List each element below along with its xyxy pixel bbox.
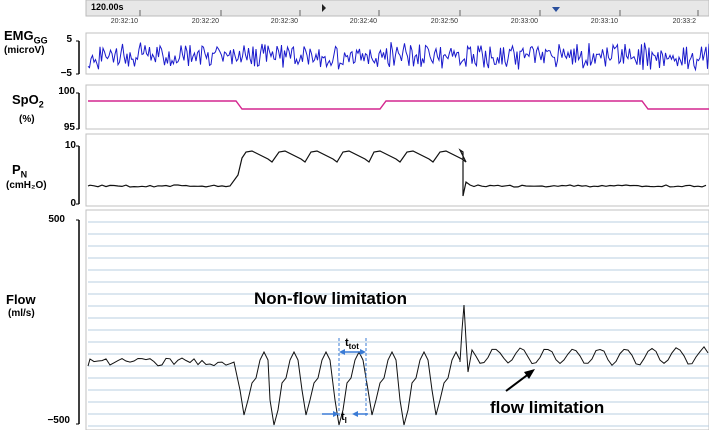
emg-panel <box>85 32 709 75</box>
emg-tick-top: 5 <box>66 34 72 45</box>
spo2-panel <box>85 84 709 130</box>
flow-tick-bottom: −500 <box>47 415 70 426</box>
y-axes <box>76 40 80 425</box>
spo2-tick-top: 100 <box>58 86 75 97</box>
emg-label: EMGGG <box>4 28 48 46</box>
ttot-arrowhead-left <box>339 349 345 355</box>
time-tick-label: 20:32:50 <box>431 18 458 25</box>
ttot-label: ttot <box>345 337 359 351</box>
time-ticks: 20:32:10 20:32:20 20:32:30 20:32:40 20:32:50… <box>111 10 699 25</box>
time-toolbar[interactable] <box>85 0 709 17</box>
ttot-arrowhead-right <box>360 349 366 355</box>
time-tick-label: 20:33:10 <box>591 18 618 25</box>
spo2-tick-bottom: 95 <box>63 122 75 133</box>
emg-name: EMG <box>4 28 34 43</box>
ti-sub: I <box>344 416 347 426</box>
flow-limitation-label: flow limitation <box>490 398 605 417</box>
flow-tick-top: 500 <box>48 214 65 225</box>
emg-tick-bottom: −5 <box>60 68 72 79</box>
time-tick-label: 20:32:20 <box>192 18 219 25</box>
cursor-marker-icon[interactable] <box>552 7 560 12</box>
spo2-name: SpO <box>12 92 39 107</box>
pn-unit: (cmH₂O) <box>6 180 47 191</box>
spo2-label: SpO2 <box>12 92 44 110</box>
flow-panel <box>85 209 709 430</box>
flow-unit: (ml/s) <box>8 308 35 319</box>
time-tick-label: 20:33:00 <box>511 18 538 25</box>
pn-trace <box>87 148 707 197</box>
pn-panel <box>85 133 709 207</box>
time-tick-label: 20:32:40 <box>350 18 377 25</box>
annotation-marks <box>322 338 535 418</box>
spo2-trace <box>88 100 709 110</box>
ti-arrowhead-left <box>333 411 339 417</box>
emg-sub: GG <box>33 35 48 46</box>
non-flow-limitation-label: Non-flow limitation <box>254 289 407 308</box>
spo2-unit: (%) <box>19 114 35 125</box>
flow-limitation-arrowhead <box>524 369 535 379</box>
emg-unit: (microV) <box>4 45 45 56</box>
flow-name: Flow <box>6 292 36 307</box>
flow-trace <box>87 304 709 426</box>
pn-label: PN <box>12 162 27 180</box>
pn-sub: N <box>20 169 28 180</box>
time-tick-label: 20:33:2 <box>673 18 696 25</box>
pn-tick-bottom: 0 <box>70 198 76 209</box>
duration-label: 120.00s <box>91 2 124 12</box>
pn-tick-top: 10 <box>64 140 76 151</box>
ti-text: t <box>341 411 345 423</box>
pn-name: P <box>12 162 21 177</box>
play-marker-icon[interactable] <box>322 4 326 12</box>
emg-trace <box>87 42 709 72</box>
ti-arrowhead-right <box>352 411 358 417</box>
ttot-text: t <box>345 337 349 349</box>
ttot-sub: tot <box>348 342 359 352</box>
spo2-sub: 2 <box>38 99 44 110</box>
time-tick-label: 20:32:30 <box>271 18 298 25</box>
ti-label: tI <box>341 411 347 425</box>
flow-limitation-arrow <box>505 372 531 392</box>
time-tick-label: 20:32:10 <box>111 18 138 25</box>
